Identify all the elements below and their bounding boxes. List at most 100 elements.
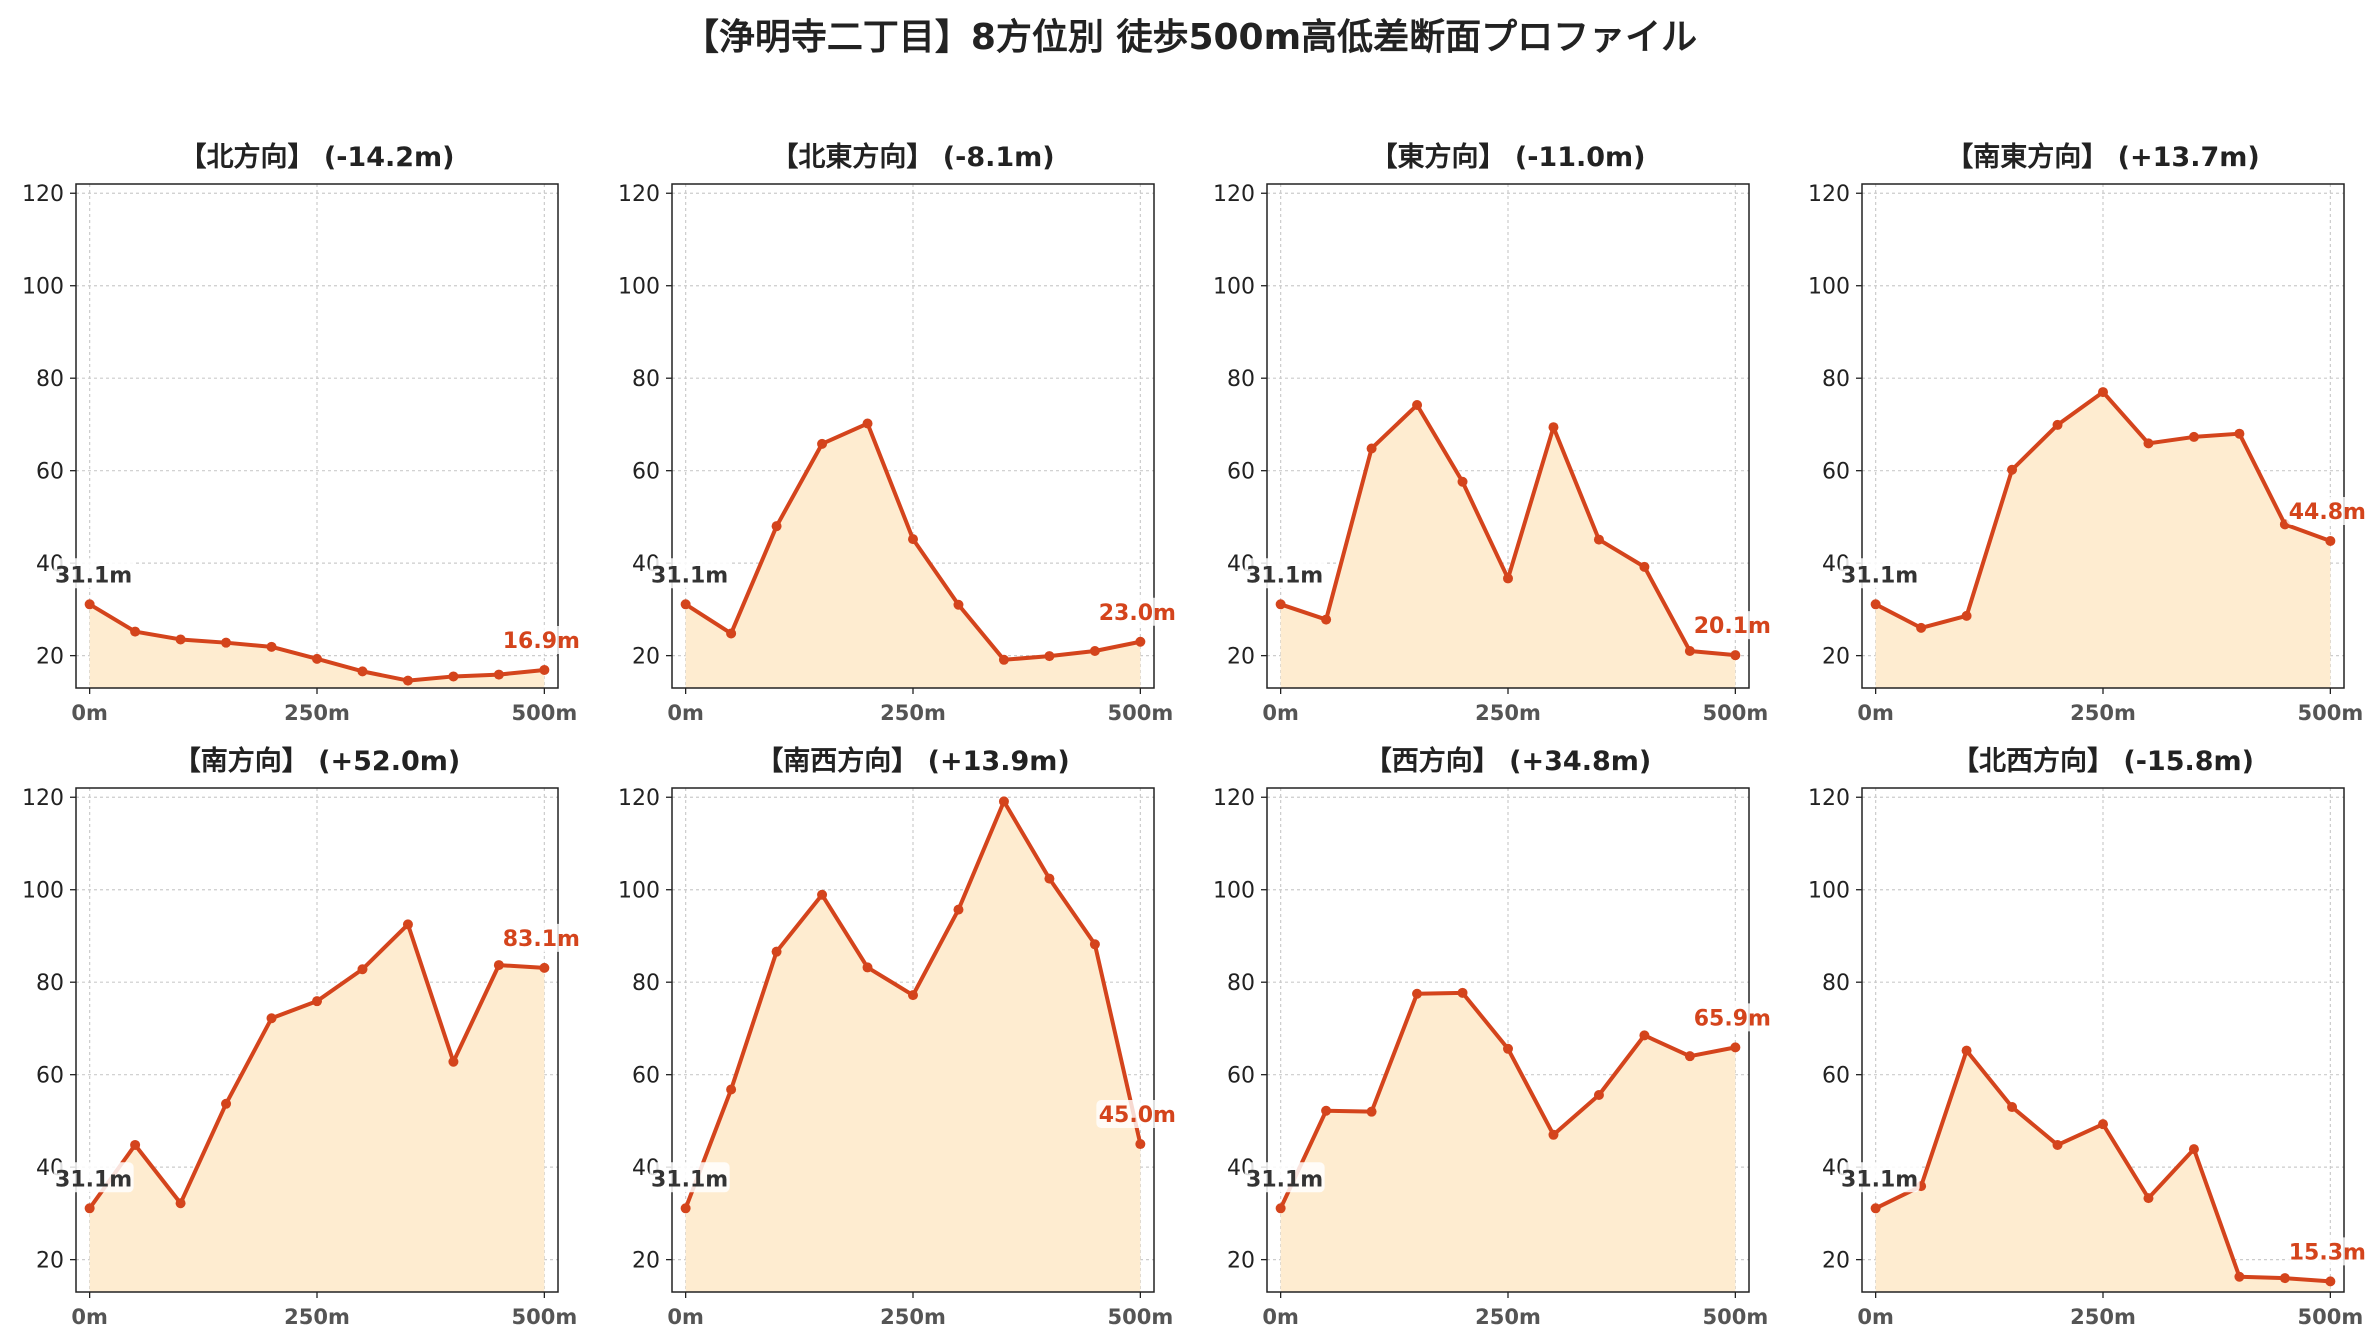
data-point [130,626,141,637]
end-label-box [1691,611,1774,640]
end-label-box [2286,1237,2369,1266]
data-point [1321,1105,1332,1116]
data-point [1321,614,1332,625]
end-label-box [500,923,583,952]
x-tick-label: 500m [2297,701,2363,725]
start-label-box [1244,558,1325,589]
start-elevation-label: 31.1m [651,563,728,588]
data-point [2188,1144,2199,1155]
y-tick-label: 60 [1227,460,1255,485]
data-point [908,534,918,545]
data-point [2188,431,2199,442]
y-tick-label: 100 [618,879,660,904]
y-tick-label: 60 [36,460,64,485]
data-point [998,796,1009,807]
data-point [1457,987,1468,998]
y-tick-label: 80 [632,367,660,392]
area-fill [1280,992,1736,1292]
x-tick-label: 500m [1702,1305,1768,1329]
start-label-box [649,1162,730,1193]
x-tick-label: 250m [2070,1305,2136,1329]
data-point [2098,387,2108,398]
data-point [2325,535,2336,546]
y-tick-label: 60 [632,460,660,485]
data-point [817,889,828,900]
data-point [402,919,413,930]
data-point [2052,1139,2063,1150]
y-tick-label: 60 [632,1064,660,1089]
data-point [1366,443,1377,454]
data-point [1503,1043,1513,1054]
start-label-box [53,558,134,589]
data-point [266,641,277,652]
y-tick-label: 20 [632,1249,660,1274]
data-point [862,418,873,429]
x-tick-label: 500m [1107,701,1173,725]
data-point [357,964,368,975]
data-point [953,599,964,610]
y-tick-label: 120 [1808,182,1850,207]
panel-title: 【北西方向】 (-15.8m) [1952,745,2254,777]
y-tick-label: 80 [36,367,64,392]
start-elevation-label: 31.1m [55,563,132,588]
data-point [1044,651,1055,662]
data-point [1089,646,1100,657]
data-point [953,904,964,915]
y-tick-label: 20 [1227,1249,1255,1274]
x-tick-label: 500m [1107,1305,1173,1329]
y-tick-label: 60 [36,1064,64,1089]
y-tick-label: 120 [1213,786,1255,811]
data-point [539,664,550,675]
data-point [1412,400,1423,411]
y-tick-label: 100 [22,275,64,300]
end-label-box [1096,597,1179,626]
data-point [998,654,1009,665]
data-point [266,1013,277,1024]
area-fill [1875,1050,2331,1292]
start-elevation-label: 31.1m [55,1167,132,1192]
x-tick-label: 500m [511,1305,577,1329]
y-tick-label: 20 [1227,645,1255,670]
end-elevation-label: 15.3m [2289,1240,2366,1265]
y-tick-label: 60 [1822,1064,1850,1089]
data-point [1870,599,1881,610]
x-tick-label: 500m [1702,701,1768,725]
y-tick-label: 80 [1822,367,1850,392]
x-tick-label: 0m [1262,701,1299,725]
y-tick-label: 120 [22,182,64,207]
data-point [221,1098,232,1109]
panel-title: 【東方向】 (-11.0m) [1370,141,1645,173]
y-tick-label: 60 [1822,460,1850,485]
data-point [1044,873,1055,884]
data-point [1593,534,1604,545]
end-label-box [1691,1003,1774,1032]
data-point [357,666,368,677]
data-point [493,960,504,971]
data-point [2143,1193,2154,1204]
area-fill [89,924,545,1292]
data-point [130,1139,141,1150]
x-tick-label: 250m [1475,1305,1541,1329]
x-tick-label: 250m [1475,701,1541,725]
data-point [1593,1090,1604,1101]
x-tick-label: 250m [880,1305,946,1329]
data-point [2325,1276,2336,1287]
y-tick-label: 100 [1808,275,1850,300]
y-tick-label: 80 [632,971,660,996]
x-tick-label: 250m [2070,701,2136,725]
data-point [1870,1203,1881,1214]
y-tick-label: 120 [1808,786,1850,811]
y-tick-label: 100 [1808,879,1850,904]
y-tick-label: 120 [618,182,660,207]
data-point [2279,1273,2290,1284]
panel-title: 【北方向】 (-14.2m) [179,141,454,173]
data-point [2007,464,2018,475]
data-point [1961,1045,1972,1056]
data-point [908,990,918,1001]
data-point [1457,476,1468,487]
data-point [1730,1042,1741,1053]
y-tick-label: 20 [632,645,660,670]
